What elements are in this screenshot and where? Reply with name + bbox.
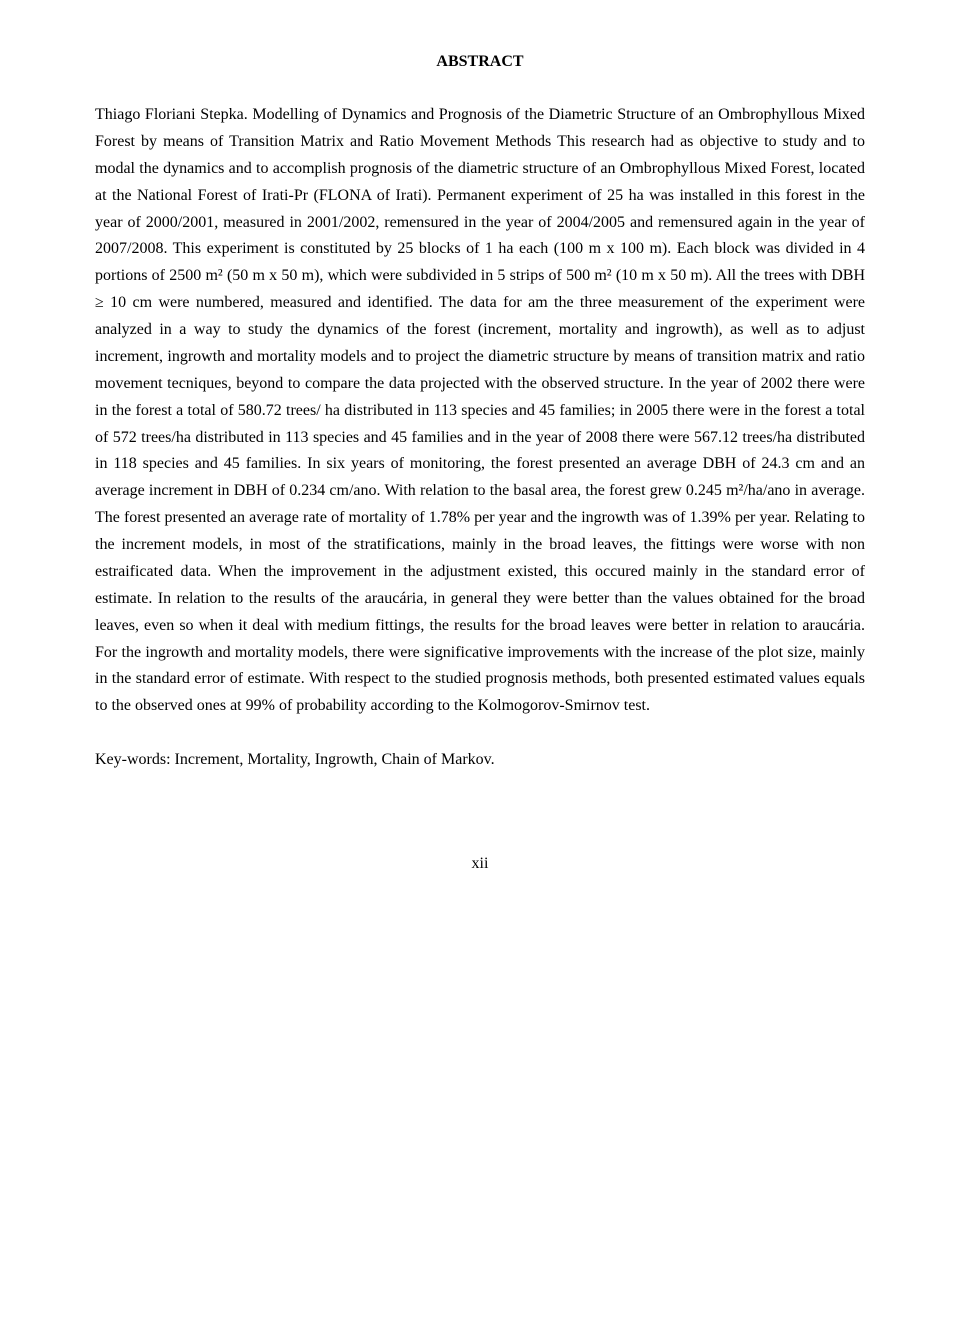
abstract-header: ABSTRACT bbox=[95, 50, 865, 74]
abstract-text: This research had as objective to study … bbox=[95, 133, 865, 714]
keywords: Key-words: Increment, Mortality, Ingrowt… bbox=[95, 748, 865, 772]
abstract-body: Thiago Floriani Stepka. Modelling of Dyn… bbox=[95, 102, 865, 720]
page-number: xii bbox=[95, 852, 865, 876]
